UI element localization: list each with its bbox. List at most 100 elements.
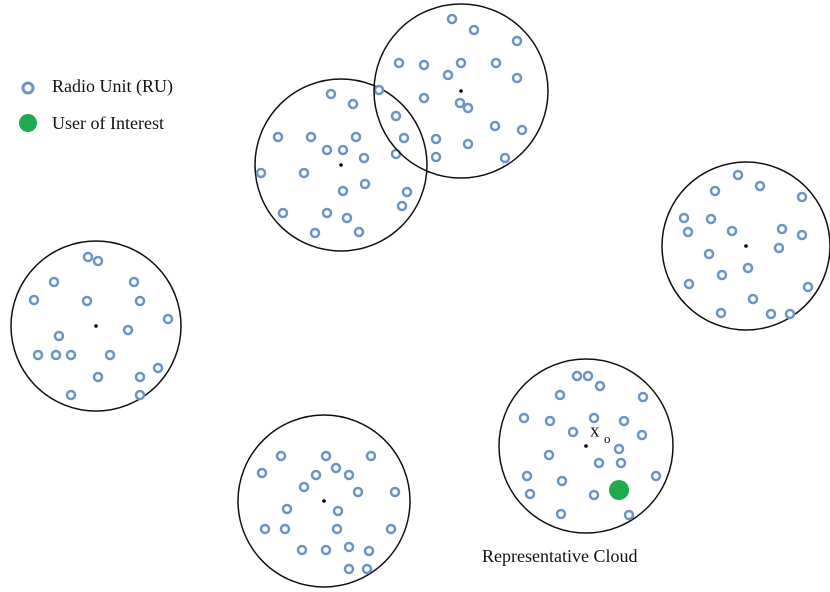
radio-unit [637, 391, 649, 403]
legend: Radio Unit (RU) User of Interest [19, 76, 173, 133]
radio-unit [567, 426, 579, 438]
cloud-boundary [373, 3, 549, 179]
radio-unit [732, 169, 744, 181]
radio-unit [776, 223, 788, 235]
radio-unit [747, 293, 759, 305]
radio-unit [321, 207, 333, 219]
radio-unit [796, 191, 808, 203]
radio-unit [350, 131, 362, 143]
radio-unit [279, 523, 291, 535]
radio-unit [446, 13, 458, 25]
radio-unit [353, 226, 365, 238]
radio-unit [92, 371, 104, 383]
cloud-center [94, 324, 98, 328]
radio-unit [754, 180, 766, 192]
radio-unit [310, 469, 322, 481]
radio-unit [511, 35, 523, 47]
radio-unit [715, 307, 727, 319]
radio-unit [742, 262, 754, 274]
radio-unit [82, 251, 94, 263]
cloud-center [744, 244, 748, 248]
radio-unit [430, 151, 442, 163]
radio-unit [277, 207, 289, 219]
radio-unit [703, 248, 715, 260]
radio-unit [341, 212, 353, 224]
cloud-boundary [498, 358, 674, 534]
radio-unit [468, 24, 480, 36]
radio-unit [556, 475, 568, 487]
radio-unit [325, 88, 337, 100]
radio-unit [305, 131, 317, 143]
radio-unit [709, 185, 721, 197]
radio-unit [373, 84, 385, 96]
radio-unit [343, 563, 355, 575]
radio-unit [50, 349, 62, 361]
radio-unit [430, 133, 442, 145]
cloud-boundary [661, 161, 830, 331]
user-of-interest [609, 480, 629, 500]
radio-unit [134, 295, 146, 307]
radio-unit [594, 380, 606, 392]
radio-unit [81, 295, 93, 307]
radio-unit [298, 167, 310, 179]
radio-unit [363, 545, 375, 557]
radio-unit [401, 186, 413, 198]
radio-unit [359, 178, 371, 190]
radio-unit [499, 152, 511, 164]
radio-unit [343, 541, 355, 553]
radio-unit [134, 371, 146, 383]
radio-unit [122, 324, 134, 336]
radio-unit [521, 470, 533, 482]
radio-unit [92, 255, 104, 267]
radio-unit [65, 389, 77, 401]
radio-unit [337, 144, 349, 156]
radio-unit [152, 362, 164, 374]
radio-unit [281, 503, 293, 515]
radio-unit [582, 370, 594, 382]
radio-unit [330, 462, 342, 474]
radio-unit [636, 429, 648, 441]
radio-unit [418, 59, 430, 71]
radio-unit [331, 523, 343, 535]
radio-unit [296, 544, 308, 556]
radio-unit [796, 229, 808, 241]
radio-unit [28, 294, 40, 306]
radio-unit [104, 349, 116, 361]
radio-unit [784, 308, 796, 320]
radio-unit [418, 92, 430, 104]
radio-unit [393, 57, 405, 69]
radio-unit [358, 152, 370, 164]
radio-unit [259, 523, 271, 535]
radio-unit [32, 349, 44, 361]
radio-unit [321, 144, 333, 156]
radio-unit [511, 72, 523, 84]
radio-unit [309, 227, 321, 239]
radio-unit [516, 124, 528, 136]
radio-unit [256, 467, 268, 479]
radio-unit [588, 412, 600, 424]
radio-unit [726, 225, 738, 237]
cloud-center [459, 89, 463, 93]
radio-unit [48, 276, 60, 288]
cloud-center [584, 444, 588, 448]
radio-unit [385, 523, 397, 535]
radio-unit [802, 281, 814, 293]
radio-unit [524, 488, 536, 500]
radio-unit [455, 57, 467, 69]
radio-unit [365, 450, 377, 462]
radio-unit [490, 57, 502, 69]
radio-unit [272, 131, 284, 143]
radio-unit [65, 349, 77, 361]
legend-label: User of Interest [52, 113, 164, 133]
radio-unit [320, 544, 332, 556]
radio-unit [134, 389, 146, 401]
radio-unit [347, 98, 359, 110]
radio-unit [398, 132, 410, 144]
radio-unit [518, 412, 530, 424]
cloud-boundary [10, 240, 182, 412]
radio-unit [390, 110, 402, 122]
radio-unit [678, 212, 690, 224]
radio-unit [773, 242, 785, 254]
radio-unit [543, 449, 555, 461]
radio-unit [705, 213, 717, 225]
